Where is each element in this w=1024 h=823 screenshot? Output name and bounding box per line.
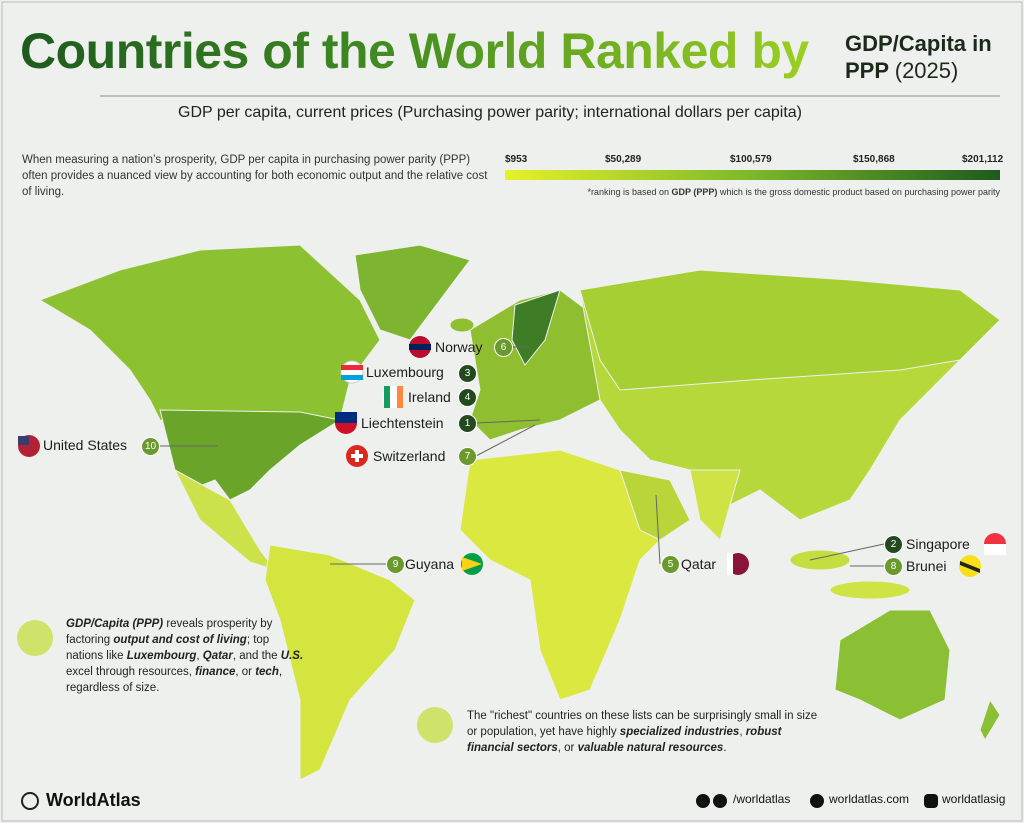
land — [38, 244, 1001, 781]
subtitle: GDP per capita, current prices (Purchasi… — [178, 104, 802, 121]
country-label: Liechtenstein — [361, 415, 444, 431]
rank: 9 — [386, 555, 405, 574]
leader-lines — [160, 346, 885, 567]
country-label: United States — [43, 437, 128, 453]
brand: WorldAtlas — [46, 790, 141, 810]
country-label: Ireland — [408, 389, 451, 405]
website[interactable]: worldatlas.com — [829, 792, 910, 806]
rank: 10 — [141, 437, 160, 456]
rank: 3 — [458, 364, 477, 383]
title-line: PPP — [845, 58, 889, 83]
callout: GDP/Capita (PPP) reveals prosperity by f… — [66, 616, 306, 696]
rank: 8 — [884, 557, 903, 576]
text: The "richest" countries on these lists c… — [467, 710, 818, 738]
note-text: which is the gross domestic product base… — [717, 187, 1000, 197]
social[interactable]: worldatlasig — [942, 792, 1006, 806]
color-scale — [505, 170, 1000, 180]
text: specialized industries — [619, 726, 740, 738]
text: U.S. — [280, 650, 304, 662]
scale-label: $50,289 — [605, 154, 642, 165]
text: Qatar — [202, 650, 233, 662]
text: ; top nations like — [66, 634, 270, 662]
country-label: Norway — [435, 339, 483, 355]
country-label: Qatar — [681, 556, 717, 572]
title-line: GDP/Capita in — [845, 31, 992, 56]
scale-label: $150,868 — [853, 154, 895, 165]
rank: 4 — [458, 388, 477, 407]
rank: 6 — [494, 338, 513, 357]
rank: 2 — [884, 535, 903, 554]
text: tech — [255, 666, 279, 678]
text: , — [739, 726, 746, 738]
country-label: Switzerland — [373, 448, 446, 464]
text: GDP/Capita (PPP) — [66, 618, 164, 630]
callout: The "richest" countries on these lists c… — [467, 708, 827, 756]
country-label: Guyana — [405, 556, 455, 572]
scale-label: $201,112 — [962, 154, 1004, 165]
text: . — [723, 742, 727, 754]
text: , regardless of size. — [66, 666, 283, 694]
text: reveals prosperity by factoring — [66, 618, 273, 646]
country-label: Brunei — [906, 558, 947, 574]
text: Luxembourg — [126, 650, 197, 662]
note-text: GDP (PPP) — [671, 187, 718, 197]
social[interactable]: /worldatlas — [733, 792, 791, 806]
intro: When measuring a nation’s prosperity, GD… — [22, 154, 488, 198]
text: , or — [235, 666, 256, 678]
rank: 1 — [458, 414, 477, 433]
text: , — [196, 650, 203, 662]
title-side: GDP/Capita in PPP (2025) — [845, 30, 992, 84]
text: valuable natural resources — [577, 742, 724, 754]
text: robust financial sectors — [467, 726, 782, 754]
title: Countries of the World Ranked by — [20, 23, 809, 79]
scale-label: $100,579 — [730, 154, 772, 165]
text: excel through resources, — [66, 666, 196, 678]
text: , and the — [232, 650, 281, 662]
note: *ranking is based on GDP (PPP) which is … — [587, 187, 1000, 197]
flags — [17, 336, 1006, 810]
note-text: *ranking is based on — [587, 187, 672, 197]
rank: 5 — [661, 555, 680, 574]
country-label: Luxembourg — [366, 364, 444, 380]
rank: 7 — [458, 447, 477, 466]
title-year: (2025) — [894, 58, 959, 83]
country-label: Singapore — [906, 536, 970, 552]
text: , or — [557, 742, 578, 754]
scale-label: $953 — [505, 154, 528, 165]
text: output and cost of living — [113, 634, 247, 646]
text: finance — [195, 666, 236, 678]
